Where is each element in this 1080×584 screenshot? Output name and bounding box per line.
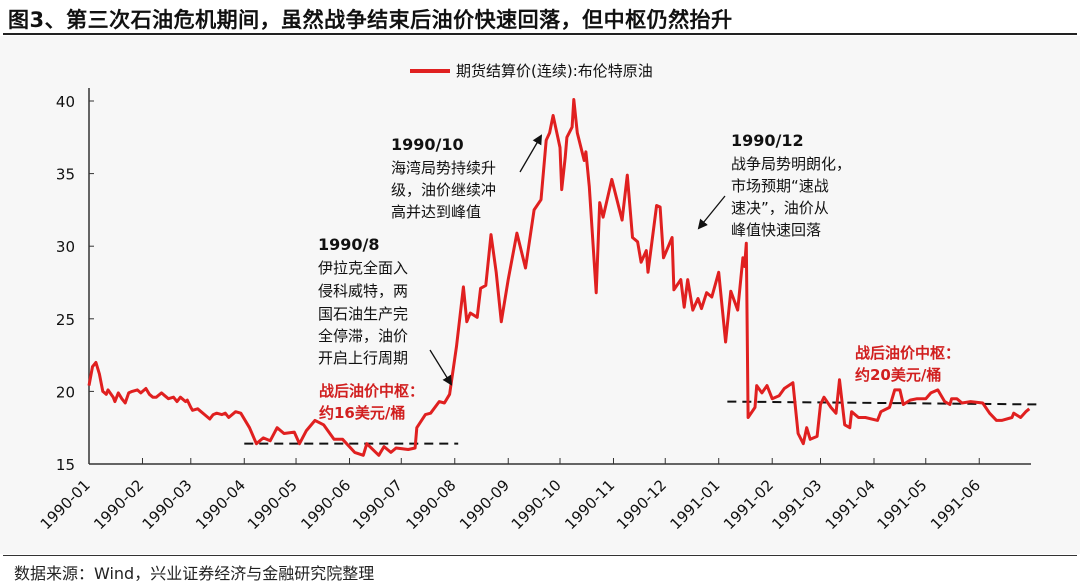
x-tick-label: 1990-03: [139, 476, 196, 533]
arrow-icon: [697, 195, 726, 230]
annotation-heading: 1990/10: [391, 135, 464, 154]
annotation-pivot-16: 战后油价中枢： 约16美元/桶: [319, 382, 424, 422]
legend: 期货结算价(连续):布伦特原油: [410, 62, 653, 80]
annotation-line: 战后油价中枢：: [855, 344, 960, 362]
y-tick-label: 20: [56, 383, 75, 401]
x-tick-label: 1990-10: [508, 476, 565, 533]
annotation-line: 开启上行周期: [318, 349, 408, 367]
annotation-line: 战争局势明朗化，: [731, 155, 851, 173]
axes: 15 20 25 30 35 40 1990-011990-021990-031990-04…: [37, 88, 1031, 533]
figure-title: 图3、第三次石油危机期间，虽然战争结束后油价快速回落，但中枢仍然抬升: [8, 8, 733, 32]
annotation-heading: 1990/8: [318, 235, 380, 254]
annotation-line: 约20美元/桶: [855, 366, 941, 384]
x-tick-label: 1991-06: [927, 476, 984, 533]
x-tick-label: 1991-03: [768, 476, 825, 533]
annotation-line: 海湾局势持续升: [391, 159, 496, 177]
reference-lines: [244, 400, 1042, 445]
annotation-line: 国石油生产完: [318, 305, 408, 323]
annotation-1990-10: 1990/10 海湾局势持续升 级，油价继续冲 高并达到峰值: [391, 135, 496, 221]
annotation-line: 高并达到峰值: [391, 203, 481, 221]
annotation-line: 约16美元/桶: [319, 404, 405, 422]
annotation-pivot-20: 战后油价中枢： 约20美元/桶: [855, 344, 960, 384]
annotation-line: 全停滞，油价: [318, 327, 408, 345]
pivot-reference-line: [727, 400, 1042, 406]
x-tick-label: 1991-02: [720, 476, 777, 533]
x-tick-label: 1990-05: [244, 476, 301, 533]
annotation-line: 峰值快速回落: [731, 221, 821, 239]
annotation-line: 市场预期“速战: [731, 177, 829, 195]
x-tick-label: 1990-01: [37, 476, 94, 533]
x-tick-label: 1990-12: [613, 476, 670, 533]
y-tick-label: 40: [56, 93, 75, 111]
y-tick-label: 35: [56, 166, 75, 184]
annotation-1990-12: 1990/12 战争局势明朗化， 市场预期“速战 速决”，油价从 峰值快速回落: [731, 131, 851, 239]
x-tick-label: 1991-01: [666, 476, 723, 533]
annotation-line: 侵科威特，两: [318, 282, 408, 300]
series-line-brent: [87, 98, 1031, 457]
title-divider: [3, 33, 1077, 35]
footer-divider: [3, 555, 1077, 556]
annotation-line: 速决”，油价从: [731, 199, 829, 217]
x-tick-label: 1990-08: [403, 476, 460, 533]
x-tick-label: 1990-11: [561, 476, 618, 533]
annotation-line: 级，油价继续冲: [391, 181, 496, 199]
annotation-line: 伊拉克全面入: [318, 259, 408, 277]
x-tick-label: 1991-04: [822, 476, 879, 533]
legend-label: 期货结算价(连续):布伦特原油: [456, 62, 653, 80]
arrow-icon: [429, 349, 453, 386]
annotation-line: 战后油价中枢：: [319, 382, 424, 400]
x-tick-label: 1990-07: [349, 476, 406, 533]
x-tick-label: 1990-06: [297, 476, 354, 533]
annotations: 1990/8 伊拉克全面入 侵科威特，两 国石油生产完 全停滞，油价 开启上行周…: [318, 131, 960, 422]
source-note: 数据来源：Wind，兴业证券经济与金融研究院整理: [14, 564, 375, 583]
arrow-icon: [519, 134, 543, 173]
annotation-heading: 1990/12: [731, 131, 804, 150]
x-tick-label: 1990-04: [192, 476, 249, 533]
series-layer: [87, 98, 1031, 457]
x-tick-label: 1990-02: [90, 476, 147, 533]
y-tick-label: 25: [56, 311, 75, 329]
x-tick-label: 1991-05: [874, 476, 931, 533]
y-tick-label: 30: [56, 238, 75, 256]
plot-background: [0, 36, 1080, 554]
x-tick-label: 1990-09: [456, 476, 513, 533]
annotation-1990-8: 1990/8 伊拉克全面入 侵科威特，两 国石油生产完 全停滞，油价 开启上行周…: [318, 235, 408, 367]
y-tick-label: 15: [56, 456, 75, 474]
